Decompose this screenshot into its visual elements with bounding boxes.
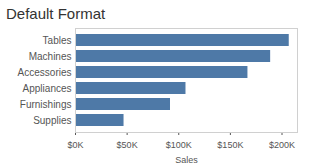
svg-text:$50K: $50K — [117, 140, 138, 150]
svg-text:Supplies: Supplies — [33, 115, 71, 126]
svg-text:$100K: $100K — [166, 140, 192, 150]
svg-text:Machines: Machines — [29, 51, 72, 62]
svg-text:Appliances: Appliances — [23, 83, 72, 94]
svg-text:Sales: Sales — [175, 155, 198, 165]
svg-text:$200K: $200K — [269, 140, 295, 150]
svg-text:$0K: $0K — [67, 140, 83, 150]
html-text:Default Format: Default Format — [6, 5, 106, 22]
svg-text:$150K: $150K — [217, 140, 243, 150]
svg-text:Tables: Tables — [43, 35, 72, 46]
svg-text:Furnishings: Furnishings — [20, 99, 72, 110]
svg-text:Accessories: Accessories — [18, 67, 72, 78]
